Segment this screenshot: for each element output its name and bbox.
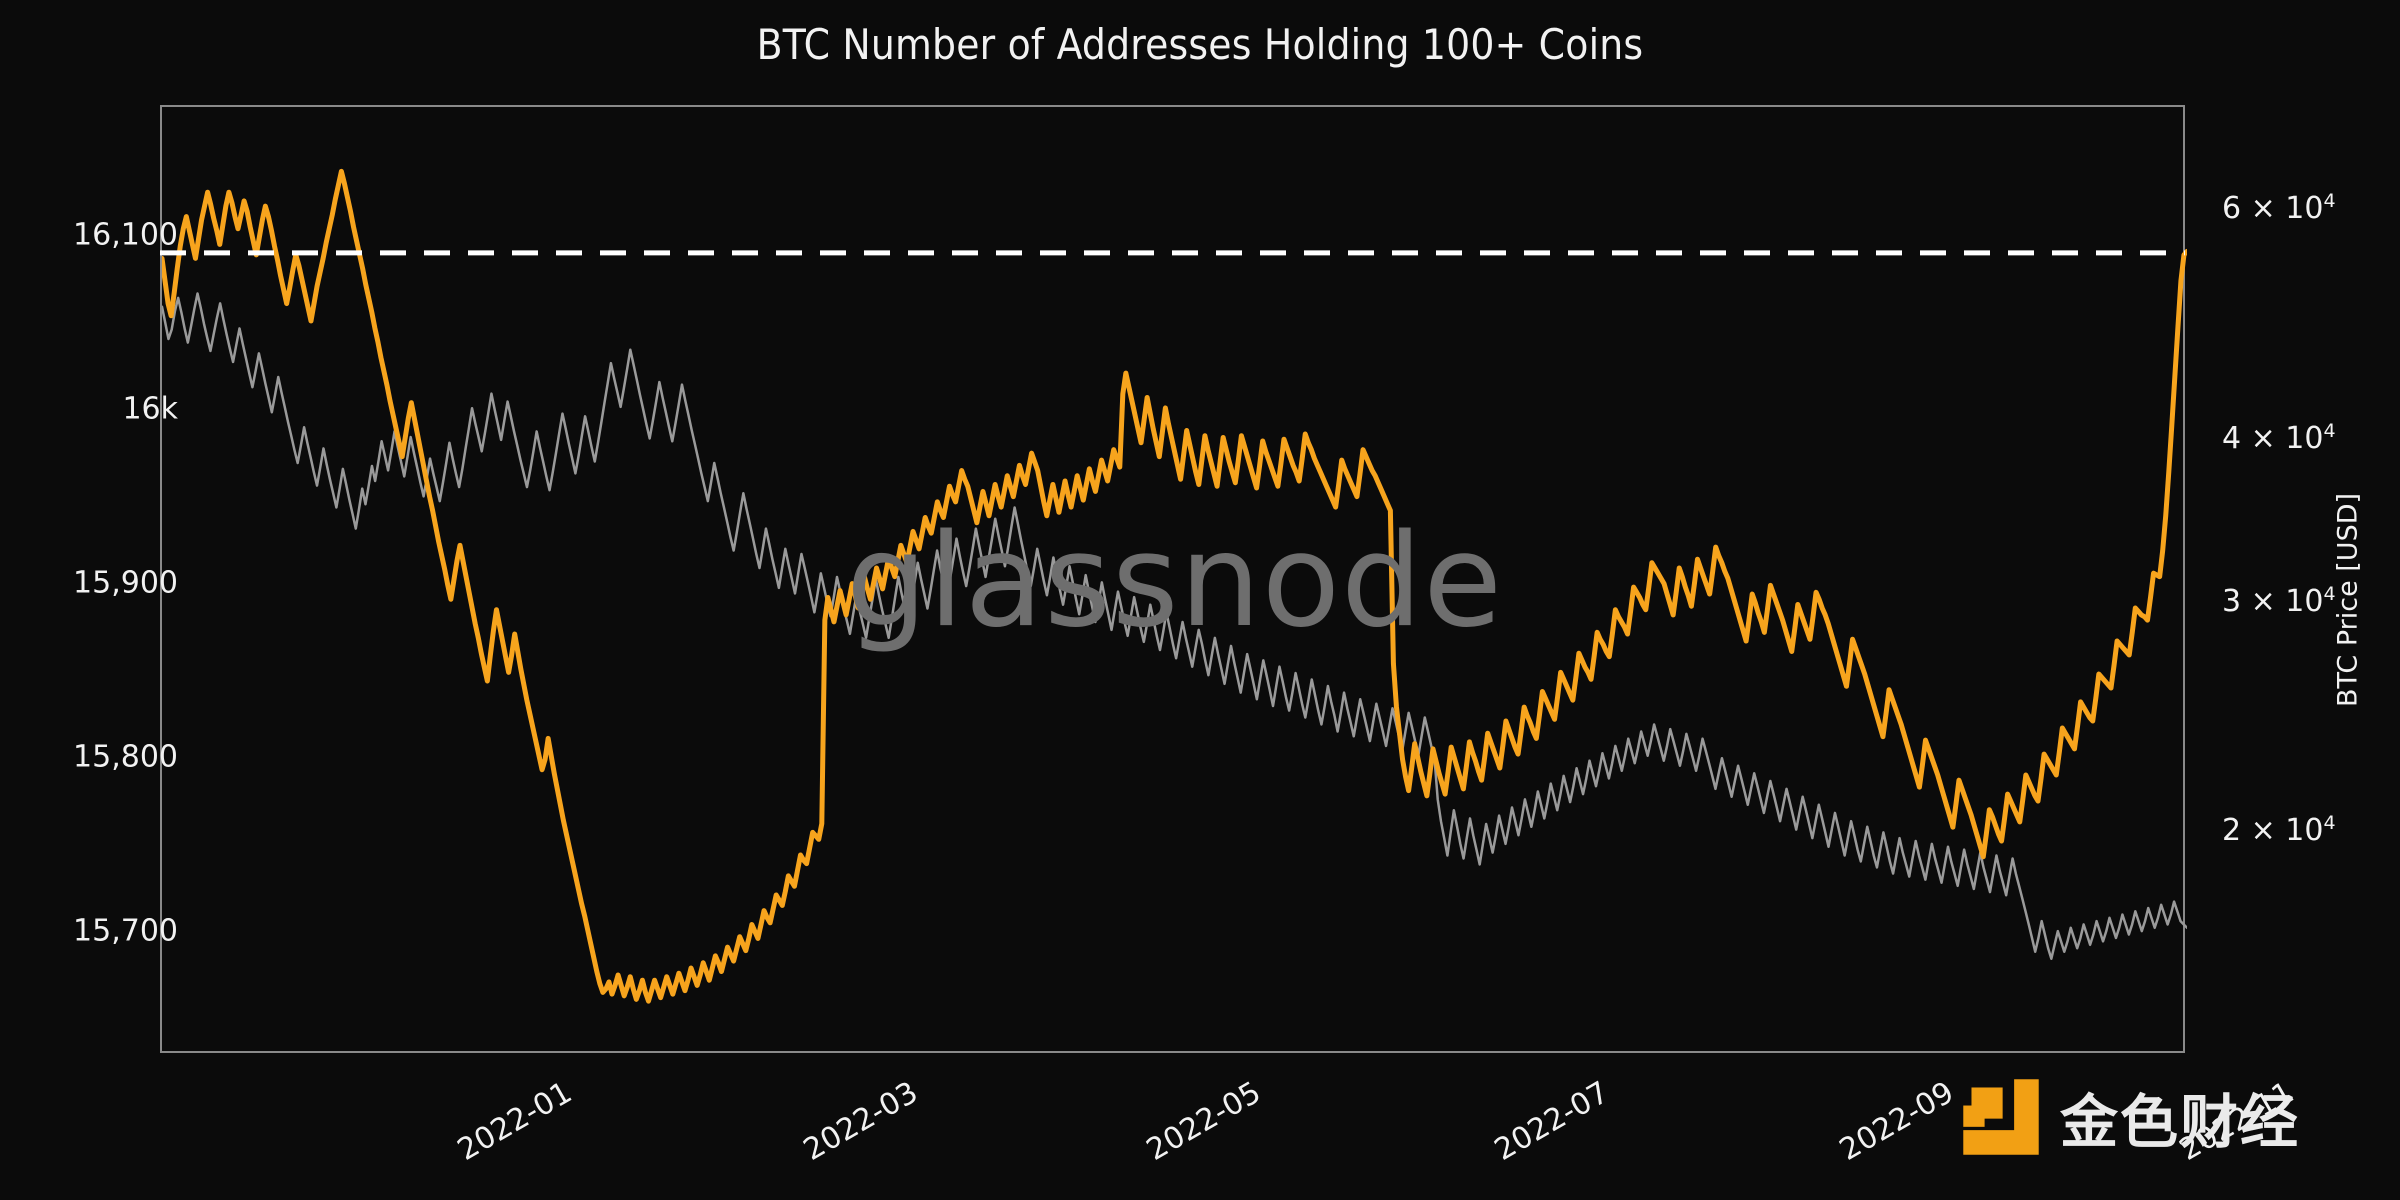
left-axis-tick: 15,700 xyxy=(73,913,178,949)
right-axis-tick: 2 × 104 xyxy=(2222,812,2336,849)
right-axis-tick: 4 × 104 xyxy=(2222,419,2336,456)
brand-name: 金色财经 xyxy=(2060,1088,2301,1156)
right-axis-tick: 3 × 104 xyxy=(2222,582,2336,619)
right-axis-tick: 6 × 104 xyxy=(2222,190,2336,227)
logo-mark-svg xyxy=(1963,1079,2039,1155)
x-axis-tick: 2022-03 xyxy=(797,1075,924,1168)
page-title: BTC Number of Addresses Holding 100+ Coi… xyxy=(756,20,1644,69)
x-axis-tick: 2022-01 xyxy=(451,1075,578,1168)
x-axis-tick: 2022-05 xyxy=(1140,1075,1267,1168)
price-line xyxy=(162,292,2187,961)
chart-canvas xyxy=(162,168,2187,1004)
addresses-line xyxy=(162,168,2187,1004)
plot-area: glassnode xyxy=(160,105,2187,1053)
left-axis-tick: 16,100 xyxy=(73,217,178,253)
left-axis-tick: 16k xyxy=(122,391,178,427)
brand-logo: 金色财经 xyxy=(1960,1075,2300,1159)
right-axis-label: BTC Price [USD] xyxy=(2332,492,2364,708)
jinse-logo-icon xyxy=(1960,1076,2042,1158)
x-axis-tick: 2022-07 xyxy=(1488,1075,1615,1168)
left-axis-tick: 15,800 xyxy=(73,739,178,775)
series-addresses-100plus xyxy=(162,168,2187,1004)
x-axis-tick: 2022-09 xyxy=(1833,1075,1960,1168)
series-btc-price xyxy=(162,292,2187,961)
left-axis-tick: 15,900 xyxy=(73,565,178,601)
